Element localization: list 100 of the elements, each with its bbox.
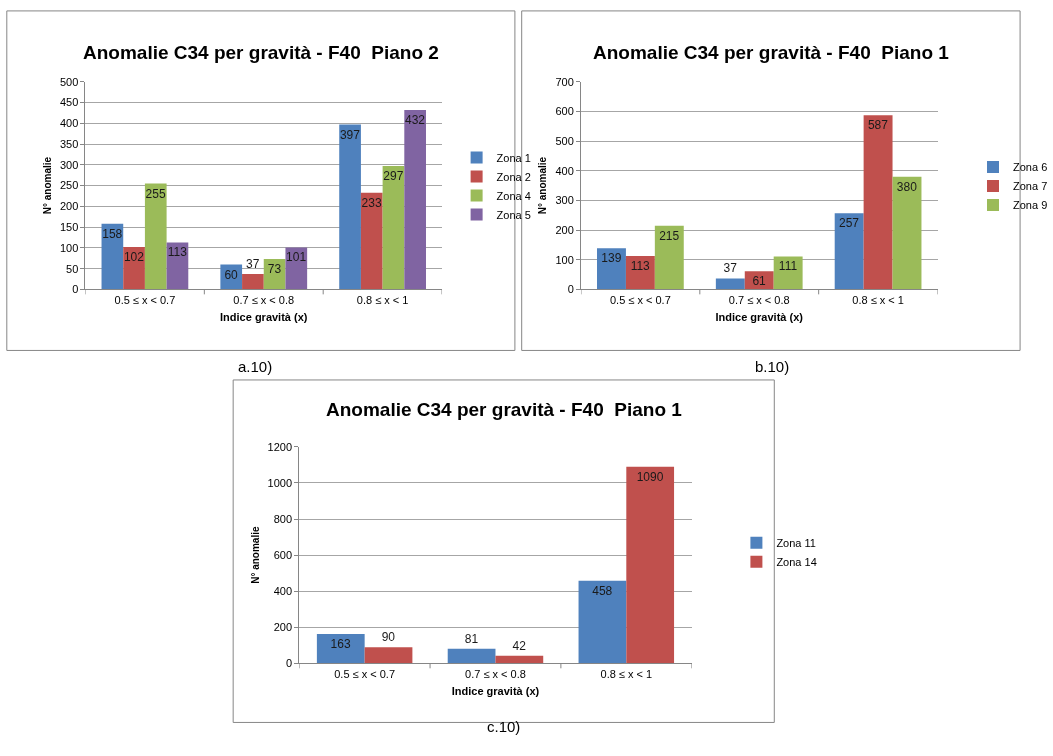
data-label: 587 [867, 118, 889, 133]
bar [364, 647, 413, 664]
x-tick-label: 0.5 ≤ x < 0.7 [334, 667, 396, 680]
y-tick-label: 600 [273, 548, 293, 561]
x-tick-label: 0.8 ≤ x < 1 [600, 667, 653, 680]
bar [654, 225, 684, 290]
x-axis-title: Indice gravità (x) [220, 310, 308, 323]
bar [834, 213, 864, 290]
data-label: 139 [601, 251, 622, 266]
bar [285, 247, 308, 290]
chart-title: Anomalie C34 per gravità - F40 Piano 2 [83, 42, 439, 63]
bar [597, 248, 626, 290]
y-tick-label: 200 [555, 223, 574, 236]
y-tick-label: 0 [72, 283, 79, 296]
x-tick-label: 0.7 ≤ x < 0.8 [728, 293, 790, 306]
x-axis-title: Indice gravità (x) [715, 310, 804, 323]
data-label: 37 [246, 257, 260, 272]
bar [382, 166, 405, 290]
y-axis-title: N° anomalie [41, 156, 53, 215]
legend-label: Zona 6 [1013, 161, 1048, 174]
legend-label: Zona 7 [1013, 180, 1048, 193]
data-label: 101 [286, 250, 307, 265]
data-label: 257 [838, 216, 860, 231]
data-label: 102 [123, 250, 145, 265]
y-tick-label: 0 [285, 657, 293, 670]
data-label: 397 [339, 127, 361, 142]
x-tick-label: 0.5 ≤ x < 0.7 [609, 293, 671, 306]
data-label: 90 [381, 630, 396, 645]
data-label: 215 [659, 228, 680, 243]
bar [316, 633, 365, 664]
y-tick-label: 350 [59, 137, 79, 150]
bar [715, 278, 745, 290]
data-label: 432 [404, 113, 426, 128]
data-label: 255 [145, 186, 166, 201]
legend-label: Zona 1 [496, 151, 531, 164]
legend-label: Zona 2 [496, 170, 531, 183]
text: b.10) [755, 358, 790, 375]
data-label: 111 [778, 259, 798, 274]
legend-label: Zona 9 [1013, 199, 1048, 212]
y-tick-label: 200 [59, 200, 79, 213]
y-tick-label: 500 [555, 134, 574, 147]
y-tick-label: 500 [59, 75, 79, 88]
data-label: 113 [167, 245, 188, 260]
bar [863, 115, 893, 290]
x-tick-label: 0.7 ≤ x < 0.8 [465, 667, 526, 680]
data-label: 42 [512, 638, 527, 653]
bar [404, 110, 426, 290]
y-tick-label: 800 [273, 512, 293, 525]
bar [447, 648, 496, 664]
y-tick-label: 700 [555, 75, 574, 88]
data-label: 158 [102, 226, 123, 241]
legend-label: Zona 5 [496, 208, 531, 221]
legend-label: Zona 4 [496, 189, 531, 202]
bar [578, 580, 627, 664]
data-label: 73 [267, 262, 282, 277]
chart-title: Anomalie C34 per gravità - F40 Piano 1 [593, 42, 950, 63]
data-label: 380 [896, 179, 918, 194]
y-tick-label: 450 [59, 96, 79, 109]
bar [360, 192, 383, 290]
legend-label: Zona 14 [776, 555, 817, 568]
chart-title: Anomalie C34 per gravità - F40 Piano 1 [326, 399, 683, 420]
x-tick-label: 0.5 ≤ x < 0.7 [114, 293, 176, 306]
y-tick-label: 400 [273, 585, 293, 598]
data-label: 81 [464, 631, 479, 646]
bar [892, 176, 922, 290]
text: c.10) [487, 718, 521, 735]
y-tick-label: 1200 [267, 440, 293, 453]
y-tick-label: 200 [273, 621, 293, 634]
x-axis-title: Indice gravità (x) [451, 684, 540, 697]
bar [495, 655, 544, 664]
y-tick-label: 50 [66, 262, 79, 275]
data-label: 1090 [636, 469, 664, 484]
y-tick-label: 250 [59, 179, 79, 192]
bar [242, 274, 264, 290]
y-axis-title: N° anomalie [249, 526, 261, 584]
bar [144, 183, 167, 290]
text: a.10) [238, 358, 273, 375]
x-tick-label: 0.8 ≤ x < 1 [852, 293, 904, 306]
data-label: 163 [330, 636, 351, 651]
data-label: 233 [361, 195, 382, 210]
y-tick-label: 100 [59, 241, 79, 254]
data-label: 113 [630, 258, 651, 273]
bar [626, 466, 675, 664]
y-tick-label: 400 [555, 164, 574, 177]
y-tick-label: 0 [567, 283, 574, 296]
legend-label: Zona 11 [776, 536, 816, 549]
y-tick-label: 300 [59, 158, 79, 171]
data-label: 61 [752, 274, 767, 289]
y-tick-label: 600 [555, 105, 574, 118]
y-axis-title: N° anomalie [537, 156, 549, 215]
y-tick-label: 300 [555, 194, 574, 207]
y-tick-label: 1000 [267, 476, 293, 489]
y-tick-label: 100 [555, 253, 574, 266]
data-label: 60 [224, 267, 239, 282]
bar [773, 256, 803, 290]
y-tick-label: 150 [59, 220, 79, 233]
data-label: 297 [383, 169, 404, 184]
x-tick-label: 0.8 ≤ x < 1 [356, 293, 409, 306]
y-tick-label: 400 [59, 117, 79, 130]
data-label: 458 [592, 583, 613, 598]
